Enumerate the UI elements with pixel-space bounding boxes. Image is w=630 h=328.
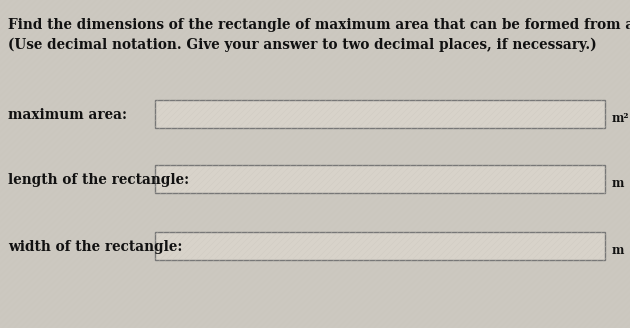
FancyBboxPatch shape xyxy=(155,165,605,193)
Text: length of the rectangle:: length of the rectangle: xyxy=(8,173,189,187)
Text: m: m xyxy=(612,244,624,257)
FancyBboxPatch shape xyxy=(155,232,605,260)
Text: maximum area:: maximum area: xyxy=(8,108,127,122)
Text: Find the dimensions of the rectangle of maximum area that can be formed from a 3: Find the dimensions of the rectangle of … xyxy=(8,18,630,32)
Text: m²: m² xyxy=(612,112,629,125)
Text: m: m xyxy=(612,177,624,190)
Text: width of the rectangle:: width of the rectangle: xyxy=(8,240,182,254)
Text: (Use decimal notation. Give your answer to two decimal places, if necessary.): (Use decimal notation. Give your answer … xyxy=(8,38,597,52)
FancyBboxPatch shape xyxy=(155,100,605,128)
